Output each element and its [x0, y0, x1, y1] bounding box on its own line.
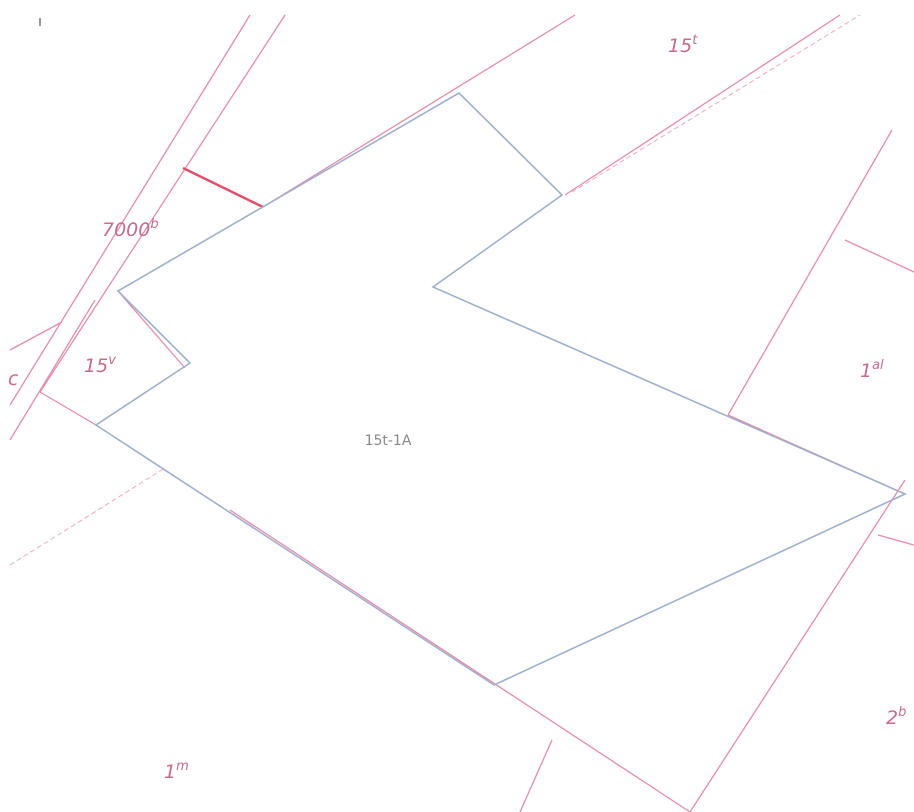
parcel-label: 15v: [84, 353, 116, 377]
boundary: [117, 290, 186, 369]
parcel-label: 7000b: [102, 217, 159, 241]
boundary: [727, 129, 893, 416]
parcel-number: c: [8, 368, 19, 390]
parcel-label: 1m: [164, 759, 189, 783]
parcel-suffix: v: [108, 353, 116, 368]
boundary: [844, 239, 914, 273]
parcel-suffix: m: [176, 759, 189, 774]
center-label: 15t-1A: [365, 433, 412, 449]
parcel-number: 1: [860, 360, 872, 382]
parcel-number: 2: [886, 707, 898, 729]
boundary: [519, 739, 553, 812]
boundary: [229, 509, 691, 812]
parcel-suffix: b: [898, 705, 906, 720]
boundary: [564, 14, 841, 196]
parcel-label: c: [8, 368, 19, 390]
parcel-suffix: t: [692, 33, 698, 48]
parcel-number: 7000: [102, 219, 150, 241]
road-edge: [9, 14, 251, 406]
boundary: [689, 479, 906, 812]
parcel-label: 2b: [886, 705, 906, 729]
parcel-suffix: al: [872, 358, 884, 373]
selected-parcel: [94, 92, 907, 686]
parcel-number: 15: [84, 355, 108, 377]
boundary: [9, 467, 166, 566]
parcel-number: 1: [164, 761, 176, 783]
parcel-suffix: b: [150, 217, 158, 232]
boundary: [39, 391, 97, 426]
parcel-label: 15t: [668, 33, 698, 57]
road-edge: [9, 299, 96, 441]
boundary: [9, 321, 63, 351]
parcel-label: 1al: [860, 358, 884, 382]
parcel-number: 15: [668, 35, 692, 57]
boundary: [571, 14, 861, 193]
road-edge: [39, 14, 286, 393]
boundary: [877, 534, 914, 546]
marked-segment: [182, 166, 264, 209]
boundary: [262, 14, 576, 208]
